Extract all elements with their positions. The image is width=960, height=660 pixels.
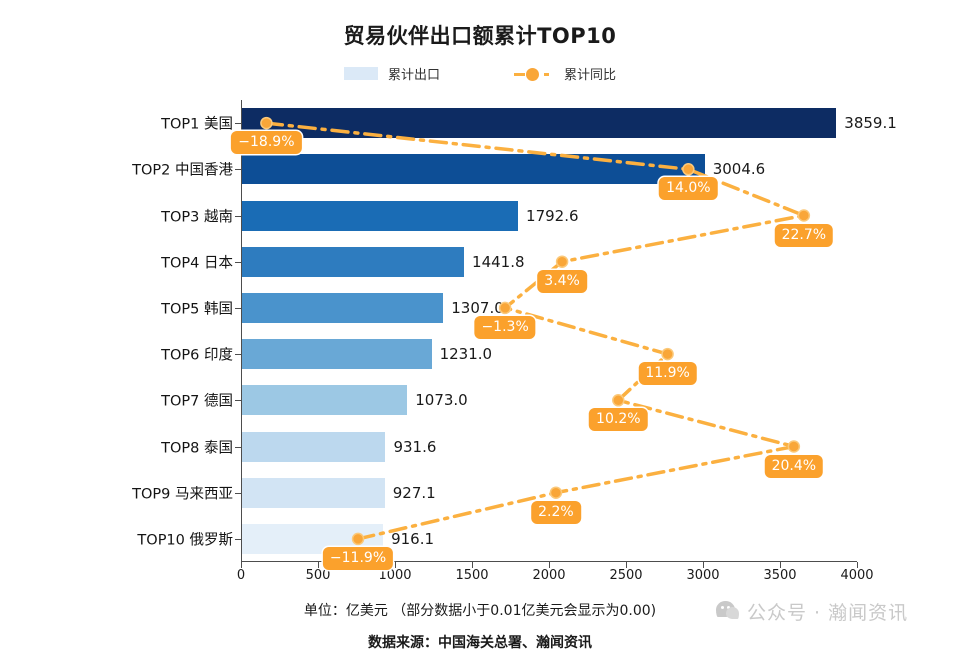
y-axis-category-label: TOP6 印度 bbox=[161, 347, 233, 364]
x-axis-line bbox=[241, 561, 857, 562]
x-axis-tick bbox=[395, 562, 396, 568]
source-note: 数据来源：中国海关总署、瀚闻资讯 bbox=[368, 635, 592, 651]
bar[interactable] bbox=[242, 154, 705, 185]
x-axis-tick bbox=[626, 562, 627, 568]
line-value-label: 10.2% bbox=[589, 408, 648, 432]
x-axis-tick bbox=[549, 562, 550, 568]
y-axis-category-label: TOP3 越南 bbox=[161, 209, 233, 225]
bar-value-label: 3859.1 bbox=[844, 114, 897, 133]
line-value-label: 2.2% bbox=[531, 500, 581, 524]
y-axis-category-label: TOP4 日本 bbox=[161, 255, 233, 272]
y-axis-tick bbox=[235, 215, 241, 217]
bar[interactable] bbox=[242, 477, 385, 508]
x-axis-tick-label: 500 bbox=[305, 568, 331, 583]
y-axis-tick bbox=[235, 354, 241, 356]
bar-value-label: 1231.0 bbox=[439, 345, 493, 364]
line-marker[interactable] bbox=[661, 347, 674, 361]
bar[interactable] bbox=[242, 431, 386, 462]
legend-line-swatch-icon bbox=[514, 67, 554, 81]
wechat-bubble-icon bbox=[716, 601, 740, 622]
x-axis-tick-label: 1500 bbox=[455, 568, 489, 583]
bar-value-label: 927.1 bbox=[392, 483, 436, 502]
x-axis-tick-label: 4000 bbox=[840, 568, 874, 583]
line-value-label: 11.9% bbox=[638, 362, 697, 386]
plot-area: 0 500 1000 1500 2000 2500 3000 3500 4000 TOP1 美国… bbox=[132, 100, 897, 583]
bar[interactable] bbox=[242, 200, 519, 231]
y-axis-tick bbox=[235, 492, 241, 494]
y-axis-category-label: TOP10 俄罗斯 bbox=[137, 532, 233, 549]
x-axis-tick-label: 3500 bbox=[763, 568, 797, 583]
line-value-label: 22.7% bbox=[774, 223, 834, 247]
legend-item-bar[interactable]: 累计出口 bbox=[343, 64, 440, 83]
x-axis-tick-label: 3000 bbox=[686, 568, 720, 583]
bar-value-label: 1307.0 bbox=[451, 298, 504, 317]
line-marker[interactable] bbox=[797, 209, 811, 222]
line-marker[interactable] bbox=[549, 486, 563, 499]
chart-legend: 累计出口 累计同比 bbox=[0, 64, 960, 83]
line-value-label: 3.4% bbox=[537, 269, 587, 293]
bar[interactable] bbox=[242, 385, 408, 416]
x-axis-tick-label: 1000 bbox=[378, 568, 412, 583]
legend-item-line-label: 累计同比 bbox=[564, 68, 617, 83]
line-marker[interactable] bbox=[787, 440, 801, 453]
y-axis-tick bbox=[235, 400, 241, 402]
x-axis-tick bbox=[318, 562, 319, 568]
y-axis-tick bbox=[235, 307, 241, 309]
line-value-label: −18.9% bbox=[231, 131, 302, 155]
x-axis-tick bbox=[703, 562, 704, 568]
y-axis-tick bbox=[235, 169, 241, 171]
x-axis-tick-label: 0 bbox=[236, 568, 246, 583]
line-value-label: 14.0% bbox=[659, 177, 718, 201]
legend-item-line[interactable]: 累计同比 bbox=[514, 64, 616, 83]
bar-value-label: 931.6 bbox=[393, 437, 437, 456]
x-axis-tick-label: 2500 bbox=[609, 568, 643, 583]
bar[interactable] bbox=[242, 108, 837, 139]
bar[interactable] bbox=[242, 339, 432, 370]
x-axis-tick bbox=[241, 562, 242, 568]
legend-bar-swatch-icon bbox=[343, 67, 378, 80]
unit-note: 单位：亿美元 （部分数据小于0.01亿美元会显示为0.00) bbox=[303, 603, 657, 619]
y-axis-category-label: TOP7 德国 bbox=[161, 393, 233, 410]
line-value-label: 20.4% bbox=[764, 454, 824, 478]
bar[interactable] bbox=[242, 246, 465, 277]
x-axis-tick bbox=[857, 562, 858, 568]
y-axis-line bbox=[241, 100, 242, 562]
line-marker[interactable] bbox=[555, 255, 569, 268]
bar-value-label: 1792.6 bbox=[526, 206, 579, 225]
x-axis-tick bbox=[780, 562, 781, 568]
y-axis-tick bbox=[235, 446, 241, 448]
y-axis-category-label: TOP5 韩国 bbox=[161, 301, 233, 318]
y-axis-tick bbox=[235, 261, 241, 263]
y-axis-category-label: TOP1 美国 bbox=[161, 116, 233, 133]
y-axis-category-label: TOP9 马来西亚 bbox=[132, 486, 233, 503]
watermark: 公众号 · 瀚闻资讯 bbox=[716, 598, 908, 625]
page-title: 贸易伙伴出口额累计TOP10 bbox=[343, 24, 617, 48]
bar-value-label: 1073.0 bbox=[415, 391, 468, 410]
y-axis-category-label: TOP8 泰国 bbox=[161, 440, 233, 456]
bar-value-label: 1441.8 bbox=[472, 252, 525, 271]
y-axis-category-label: TOP2 中国香港 bbox=[132, 162, 233, 179]
y-axis-tick bbox=[235, 538, 241, 540]
x-axis-tick bbox=[472, 562, 473, 568]
y-axis-tick bbox=[235, 123, 241, 125]
bar-value-label: 916.1 bbox=[391, 529, 435, 548]
line-value-label: −1.3% bbox=[474, 315, 536, 339]
legend-item-bar-label: 累计出口 bbox=[387, 68, 440, 83]
line-value-label: −11.9% bbox=[322, 546, 394, 570]
x-axis-tick-label: 2000 bbox=[532, 568, 566, 583]
line-marker[interactable] bbox=[612, 394, 625, 407]
bar[interactable] bbox=[242, 292, 444, 323]
watermark-label: 公众号 · 瀚闻资讯 bbox=[747, 602, 909, 624]
bar-value-label: 3004.6 bbox=[712, 160, 766, 179]
